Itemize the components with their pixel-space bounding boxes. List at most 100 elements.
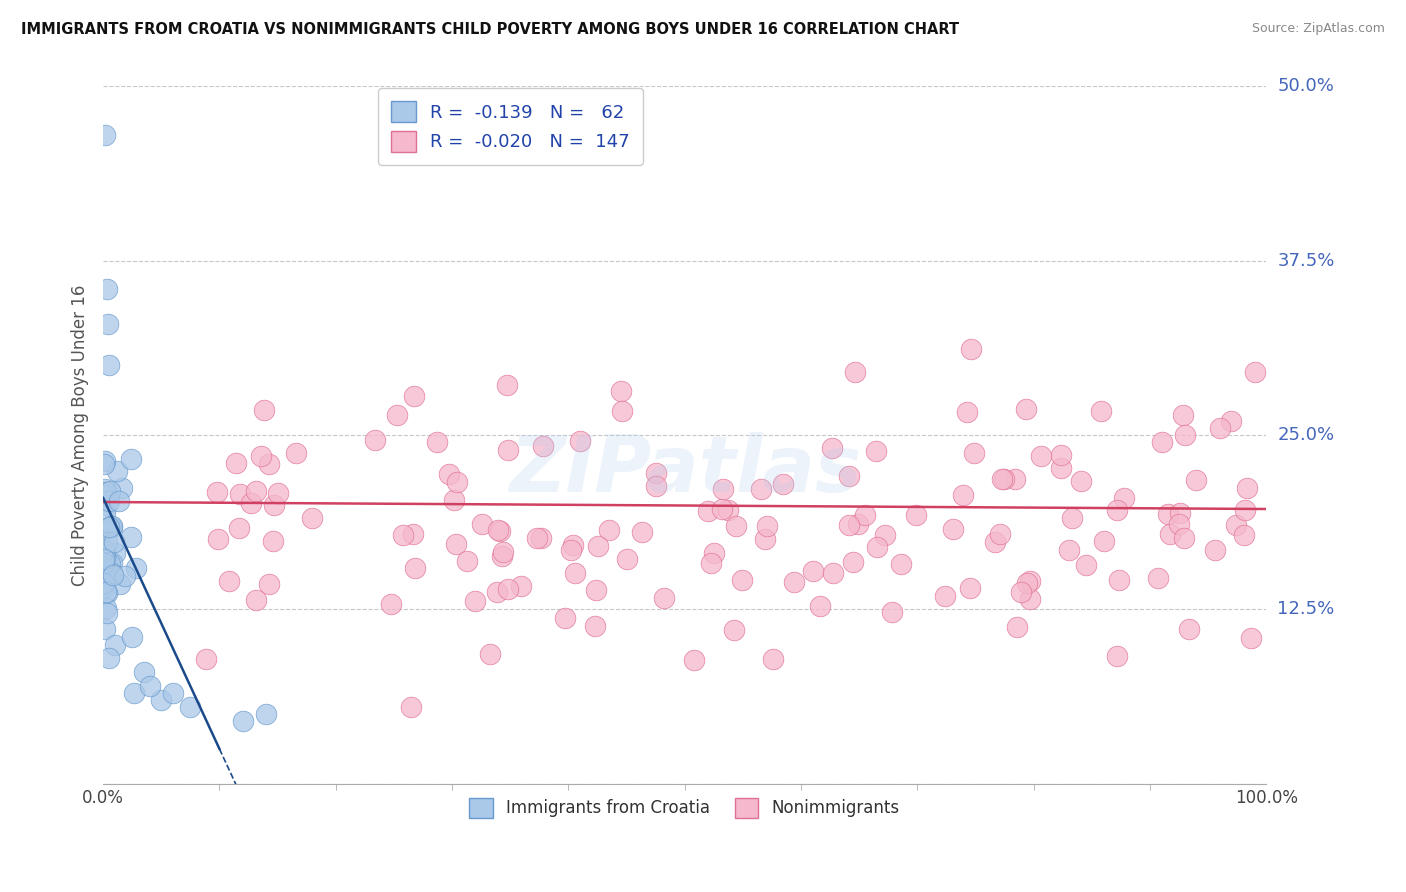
Point (1233, 528, 1256, 542)
Point (491, 549, 513, 564)
Point (446, 475, 468, 490)
Point (108, 577, 131, 591)
Point (267, 485, 290, 500)
Point (228, 521, 250, 535)
Point (821, 441, 844, 455)
Point (98, 520, 121, 534)
Point (205, 485, 228, 500)
Point (616, 551, 638, 566)
Point (838, 469, 860, 483)
Point (1105, 649, 1128, 664)
Point (1010, 585, 1032, 599)
Point (301, 511, 323, 525)
Point (1090, 403, 1112, 417)
Point (1050, 461, 1073, 475)
Point (98, 557, 121, 571)
Point (1150, 435, 1173, 450)
Point (471, 517, 494, 532)
Point (464, 594, 486, 608)
Point (121, 630, 143, 644)
Text: ZIPatlas: ZIPatlas (509, 432, 860, 508)
Point (97, 521, 120, 535)
Point (94, 454, 117, 468)
Point (846, 516, 869, 531)
Point (890, 557, 912, 571)
Point (399, 700, 422, 714)
Point (101, 519, 124, 533)
Point (645, 479, 668, 493)
Point (380, 597, 402, 611)
Point (125, 561, 148, 575)
Point (905, 508, 928, 522)
Point (94, 543, 117, 558)
Point (132, 665, 155, 680)
Point (934, 589, 956, 603)
Point (960, 342, 983, 356)
Point (1019, 592, 1042, 607)
Point (1017, 575, 1039, 590)
Point (509, 579, 531, 593)
Point (402, 388, 425, 402)
Point (942, 522, 965, 536)
Point (866, 540, 889, 554)
Point (100, 557, 122, 571)
Point (104, 546, 127, 560)
Point (492, 545, 515, 559)
Point (249, 450, 271, 464)
Point (1019, 574, 1042, 588)
Point (1234, 503, 1257, 517)
Point (111, 481, 134, 495)
Point (404, 561, 426, 575)
Point (94, 506, 117, 520)
Point (225, 456, 247, 470)
Point (1243, 365, 1265, 379)
Point (496, 582, 519, 596)
Point (645, 467, 668, 481)
Point (245, 484, 267, 499)
Point (612, 404, 634, 418)
Point (1057, 543, 1080, 558)
Point (564, 566, 586, 580)
Point (486, 523, 509, 537)
Point (1146, 571, 1168, 585)
Point (232, 714, 254, 728)
Point (585, 582, 607, 597)
Point (97, 359, 120, 373)
Point (844, 365, 866, 379)
Point (1108, 573, 1130, 587)
Point (93, 580, 115, 594)
Point (107, 464, 129, 478)
Point (495, 378, 517, 392)
Point (1070, 475, 1092, 489)
Point (96, 499, 118, 513)
Point (1074, 558, 1097, 573)
Point (821, 566, 844, 580)
Point (444, 537, 467, 551)
Point (103, 638, 125, 652)
Point (762, 652, 785, 666)
Point (696, 504, 718, 518)
Point (93, 522, 115, 536)
Point (100, 520, 122, 534)
Point (254, 706, 277, 721)
Point (749, 482, 772, 496)
Point (1105, 503, 1128, 517)
Point (96, 534, 118, 549)
Y-axis label: Child Poverty Among Boys Under 16: Child Poverty Among Boys Under 16 (72, 285, 89, 586)
Point (1029, 449, 1052, 463)
Point (1174, 428, 1197, 442)
Point (98, 483, 121, 498)
Point (952, 488, 974, 502)
Point (583, 618, 606, 632)
Point (1112, 491, 1135, 506)
Point (731, 573, 754, 587)
Point (562, 538, 585, 552)
Point (654, 591, 676, 606)
Point (988, 527, 1011, 541)
Point (682, 653, 704, 667)
Point (94, 482, 117, 496)
Point (568, 434, 591, 448)
Point (138, 679, 160, 693)
Point (1209, 421, 1232, 435)
Text: Source: ZipAtlas.com: Source: ZipAtlas.com (1251, 22, 1385, 36)
